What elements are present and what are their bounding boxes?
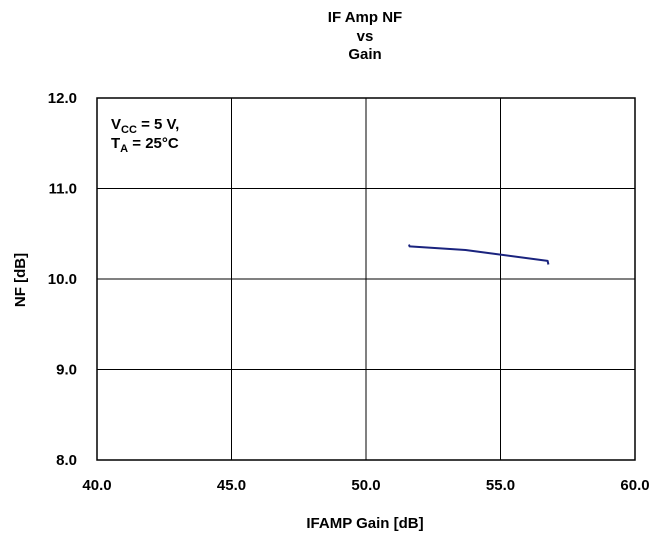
y-tick-labels: 8.0 9.0 10.0 11.0 12.0 <box>48 90 77 469</box>
y-tick-label-4: 12.0 <box>48 90 77 107</box>
annotation-line-1: VCC = 5 V, <box>111 116 179 136</box>
y-tick-label-1: 9.0 <box>56 362 77 379</box>
x-tick-label-0: 40.0 <box>82 477 111 494</box>
y-tick-label-0: 8.0 <box>56 452 77 469</box>
series-line-0 <box>408 244 550 265</box>
x-axis-label: IFAMP Gain [dB] <box>306 515 423 532</box>
annotation-line-2: TA = 25°C <box>111 135 179 155</box>
y-axis-label: NF [dB] <box>12 253 29 307</box>
chart-title-line-3: Gain <box>348 46 381 63</box>
grid-lines <box>96 97 636 461</box>
y-tick-label-3: 11.0 <box>49 181 77 198</box>
x-tick-label-2: 50.0 <box>351 477 380 494</box>
chart-title-line-1: IF Amp NF <box>328 9 402 26</box>
conditions-annotation: VCC = 5 V, TA = 25°C <box>111 116 179 155</box>
x-tick-labels: 40.0 45.0 50.0 55.0 60.0 <box>82 477 649 494</box>
x-tick-label-1: 45.0 <box>217 477 246 494</box>
x-tick-label-3: 55.0 <box>486 477 515 494</box>
plot-frame <box>96 97 636 461</box>
data-series <box>408 244 550 265</box>
x-tick-label-4: 60.0 <box>620 477 649 494</box>
y-tick-label-2: 10.0 <box>48 271 77 288</box>
chart-title-line-2: vs <box>357 28 374 45</box>
